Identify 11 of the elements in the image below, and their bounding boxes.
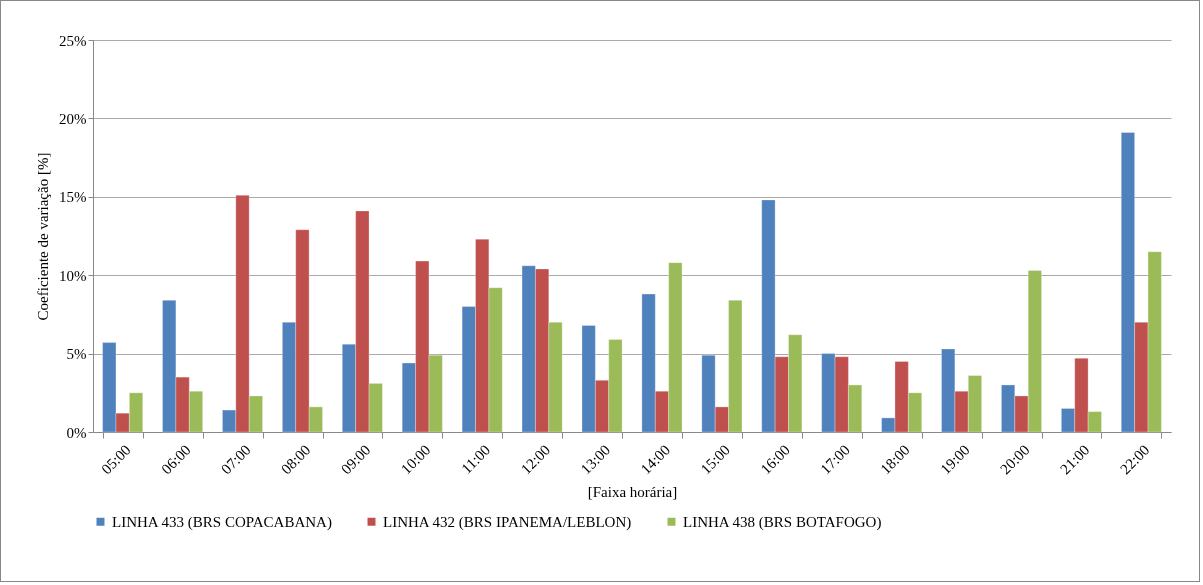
y-tick-label: 15%: [59, 189, 87, 206]
legend-label: LINHA 438 (BRS BOTAFOGO): [683, 513, 882, 531]
y-tick-label: 10%: [59, 267, 87, 284]
legend-label: LINHA 432 (BRS IPANEMA/LEBLON): [383, 513, 632, 531]
y-axis-title: Coeficiente de variação [%]: [35, 152, 51, 321]
y-tick-label: 0%: [66, 424, 87, 441]
y-tick-label: 25%: [59, 32, 87, 49]
legend-label: LINHA 433 (BRS COPACABANA): [112, 513, 332, 531]
y-tick-label: 5%: [66, 346, 87, 363]
x-axis-title: [Faixa horária]: [587, 484, 678, 501]
y-tick-label: 20%: [59, 110, 87, 127]
